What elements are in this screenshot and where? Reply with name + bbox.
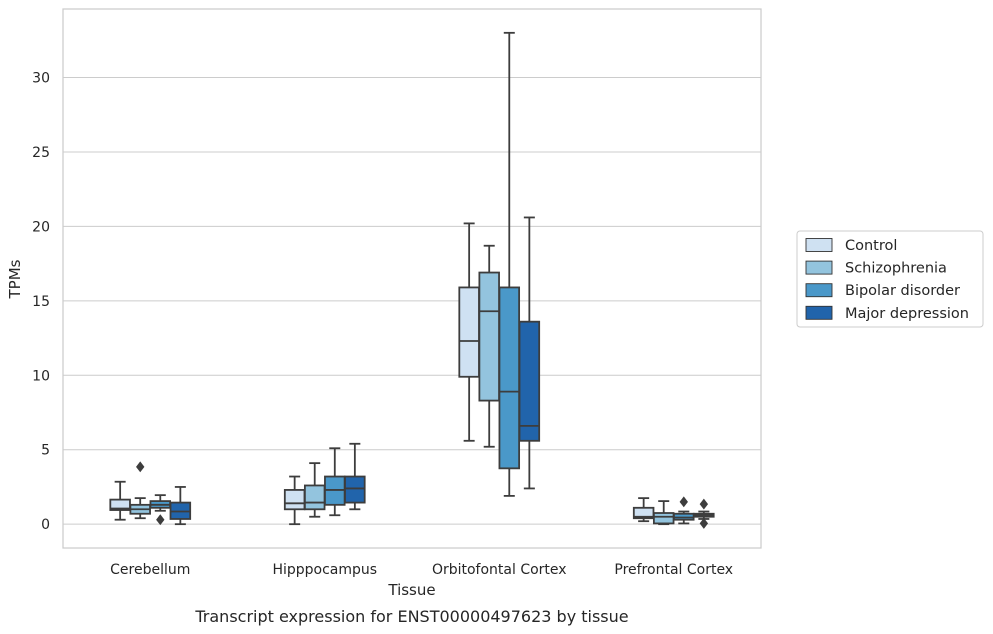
y-tick-label: 20	[32, 219, 50, 235]
box	[518, 216, 541, 490]
x-axis-ticks: Cerebellum Hipppocampus Orbitofontal Corte…	[110, 562, 733, 578]
legend-swatch	[805, 283, 833, 298]
x-tick-label: Orbitofontal Cortex	[432, 562, 567, 578]
y-tick-label: 15	[32, 294, 50, 310]
box	[149, 494, 172, 526]
y-tick-label: 0	[41, 517, 50, 533]
x-axis-label: Tissue	[387, 581, 435, 599]
legend-swatch	[805, 260, 833, 275]
outlier-point	[156, 514, 165, 526]
y-axis-label: TPMs	[6, 259, 24, 299]
y-tick-label: 5	[41, 443, 50, 459]
box-body	[498, 286, 521, 470]
box-body	[652, 512, 675, 525]
outlier-point	[679, 496, 688, 508]
box	[498, 31, 521, 497]
x-tick-label: Hipppocampus	[272, 562, 377, 578]
chart-caption: Transcript expression for ENST0000049762…	[194, 607, 628, 626]
box-body	[478, 271, 500, 402]
box-body	[303, 484, 326, 511]
legend-entry-label: Bipolar disorder	[845, 283, 960, 299]
legend-frame	[796, 230, 984, 328]
x-tick-label: Cerebellum	[110, 562, 190, 578]
box-body	[458, 286, 480, 378]
legend-entry-label: Major depression	[845, 306, 969, 322]
outlier-point	[699, 517, 709, 529]
box-body	[518, 320, 541, 442]
y-tick-label: 10	[32, 368, 50, 384]
box	[344, 442, 366, 511]
y-tick-label: 30	[32, 70, 50, 86]
box	[129, 461, 151, 520]
boxes-layer	[109, 31, 715, 529]
legend-swatch	[805, 305, 833, 320]
legend: Control Schizophrenia Bipolar disorder Majo…	[796, 230, 984, 328]
legend-swatch	[805, 238, 833, 252]
box-body	[283, 489, 306, 511]
box	[693, 498, 715, 529]
box	[169, 486, 192, 526]
x-tick-label: Prefrontal Cortex	[614, 562, 733, 578]
box-body	[344, 475, 366, 504]
y-tick-label: 25	[32, 145, 50, 161]
outlier-point	[136, 461, 145, 473]
box	[458, 222, 480, 442]
legend-entry-label: Control	[845, 238, 897, 254]
legend-entry-label: Schizophrenia	[845, 261, 947, 277]
y-axis-ticks: 0 5 10 15 20 25 30	[32, 70, 50, 533]
plot-area-frame	[62, 8, 762, 549]
outlier-point	[699, 498, 709, 510]
